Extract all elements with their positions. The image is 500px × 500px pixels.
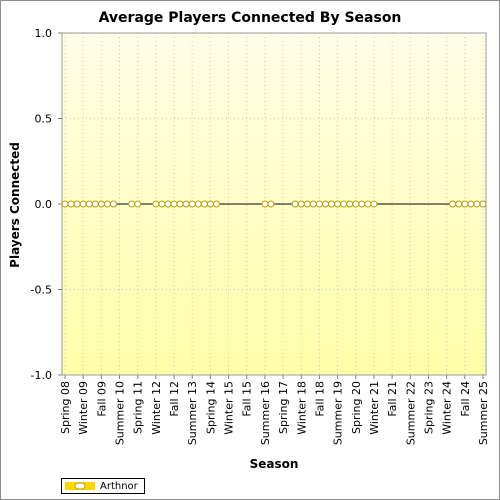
- data-point: [291, 200, 299, 208]
- x-tick-label: Summer 19: [332, 381, 345, 445]
- x-tick-label: Summer 25: [477, 381, 490, 445]
- y-tick-layer: 1.0 0.5 0.0 -0.5 -1.0: [31, 27, 62, 382]
- data-point: [467, 200, 475, 208]
- data-point: [79, 200, 87, 208]
- data-point: [334, 200, 342, 208]
- x-tick-label: Winter 12: [150, 381, 163, 435]
- x-tick-label: Fall 12: [168, 381, 181, 417]
- data-point: [73, 200, 81, 208]
- x-tick-label: Summer 13: [186, 381, 199, 445]
- data-point: [473, 200, 481, 208]
- y-axis-title: Players Connected: [8, 142, 22, 268]
- data-point: [212, 200, 220, 208]
- series-layer: [61, 200, 487, 208]
- y-tick-label: -0.5: [31, 284, 52, 297]
- data-point: [200, 200, 208, 208]
- x-tick-label: Spring 08: [59, 381, 72, 434]
- data-point: [170, 200, 178, 208]
- x-tick-label: Winter 21: [368, 381, 381, 435]
- y-tick-label: -1.0: [31, 369, 52, 382]
- data-point: [358, 200, 366, 208]
- data-point: [315, 200, 323, 208]
- x-tick-label: Winter 24: [441, 381, 454, 435]
- data-point: [370, 200, 378, 208]
- data-point: [321, 200, 329, 208]
- chart-title: Average Players Connected By Season: [99, 10, 402, 26]
- data-point: [85, 200, 93, 208]
- legend-swatch: [65, 482, 95, 490]
- data-point: [461, 200, 469, 208]
- data-point: [103, 200, 111, 208]
- x-tick-label: Fall 18: [313, 381, 326, 417]
- x-tick-label: Spring 20: [350, 381, 363, 434]
- data-point: [303, 200, 311, 208]
- y-tick-label: 1.0: [35, 27, 53, 40]
- x-tick-label: Summer 22: [404, 381, 417, 445]
- data-point: [352, 200, 360, 208]
- y-tick-label: 0.0: [35, 198, 53, 211]
- x-tick-label: Winter 09: [77, 381, 90, 435]
- x-tick-label: Fall 09: [95, 381, 108, 417]
- grid-layer: [62, 33, 486, 375]
- y-tick-label: 0.5: [35, 113, 53, 126]
- data-point: [328, 200, 336, 208]
- data-point: [261, 200, 269, 208]
- legend: Arthnor: [61, 478, 145, 494]
- data-point: [297, 200, 305, 208]
- x-tick-label: Winter 18: [295, 381, 308, 435]
- data-point: [364, 200, 372, 208]
- x-tick-label: Fall 21: [386, 381, 399, 417]
- x-tick-label: Winter 15: [223, 381, 236, 435]
- data-point: [194, 200, 202, 208]
- data-point: [479, 200, 487, 208]
- data-point: [164, 200, 172, 208]
- x-axis-title: Season: [250, 457, 299, 471]
- x-tick-layer: Spring 08 Winter 09 Fall 09 Summer 10 Spring…: [59, 375, 490, 445]
- data-point: [182, 200, 190, 208]
- data-point: [455, 200, 463, 208]
- data-point: [134, 200, 142, 208]
- data-point: [152, 200, 160, 208]
- data-point: [346, 200, 354, 208]
- data-point: [128, 200, 136, 208]
- data-point: [449, 200, 457, 208]
- data-point: [267, 200, 275, 208]
- data-point: [91, 200, 99, 208]
- x-tick-label: Spring 23: [422, 381, 435, 434]
- data-point: [176, 200, 184, 208]
- x-tick-label: Summer 10: [114, 381, 127, 445]
- x-tick-label: Fall 15: [241, 381, 254, 417]
- data-point: [188, 200, 196, 208]
- x-tick-label: Spring 11: [132, 381, 145, 434]
- data-point: [109, 200, 117, 208]
- data-point: [158, 200, 166, 208]
- legend-label: Arthnor: [100, 480, 138, 492]
- x-tick-label: Fall 24: [459, 381, 472, 417]
- data-point: [97, 200, 105, 208]
- x-tick-label: Spring 17: [277, 381, 290, 434]
- x-tick-label: Spring 14: [204, 381, 217, 434]
- x-tick-label: Summer 16: [259, 381, 272, 445]
- data-point: [67, 200, 75, 208]
- data-point: [340, 200, 348, 208]
- data-point: [61, 200, 69, 208]
- data-point: [206, 200, 214, 208]
- data-point: [309, 200, 317, 208]
